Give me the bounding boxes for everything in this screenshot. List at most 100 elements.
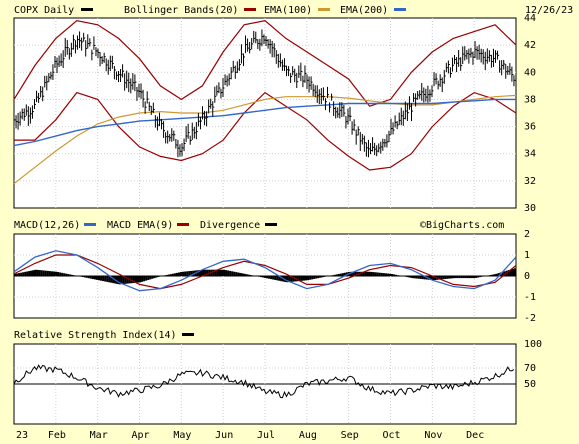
rsi-ytick-label: 50 [524, 379, 536, 390]
divergence-bar [503, 271, 506, 276]
divergence-bar [466, 276, 469, 279]
date-label: 12/26/23 [525, 5, 573, 16]
divergence-bar [122, 276, 125, 284]
bollinger-label: Bollinger Bands(20) [124, 5, 238, 16]
divergence-bar [26, 271, 29, 276]
divergence-bar [14, 273, 17, 276]
divergence-bar [79, 276, 82, 277]
divergence-bar [491, 274, 494, 276]
divergence-bar [186, 271, 189, 276]
divergence-bar [40, 270, 43, 276]
divergence-bar [136, 276, 140, 283]
divergence-bar [249, 275, 252, 276]
divergence-bar [372, 272, 375, 276]
divergence-bar [352, 271, 355, 276]
divergence-bar [141, 276, 144, 282]
divergence-bar [124, 276, 127, 284]
divergence-bar [61, 272, 64, 276]
divergence-bar [147, 276, 150, 280]
price-legend: COPX Daily Bollinger Bands(20) EMA(100) … [14, 5, 573, 16]
divergence-bar [319, 276, 322, 278]
divergence-bar [444, 276, 447, 279]
divergence-bar [448, 276, 451, 279]
x-tick-label: Feb [48, 430, 66, 441]
macd-y-axis: -2 -1 0 1 2 [524, 229, 536, 324]
divergence-bar [370, 271, 373, 276]
divergence-bar [278, 276, 281, 281]
divergence-bar [108, 276, 111, 283]
divergence-bar [497, 273, 500, 276]
divergence-bar [397, 275, 400, 276]
divergence-bar [36, 269, 39, 276]
divergence-bar [237, 272, 240, 276]
macd-ytick-label: 2 [524, 229, 530, 240]
x-tick-label: Apr [132, 430, 150, 441]
divergence-bar [477, 276, 480, 278]
divergence-bar [151, 276, 154, 279]
divergence-bar [165, 274, 168, 276]
divergence-bar [214, 269, 217, 276]
divergence-bar [177, 272, 181, 276]
divergence-bar [464, 276, 467, 279]
divergence-bar [454, 276, 457, 279]
divergence-bar [513, 268, 517, 276]
divergence-bar [116, 276, 119, 284]
divergence-bar [489, 275, 492, 276]
divergence-bar [57, 272, 60, 276]
divergence-bar [206, 269, 209, 276]
divergence-bar [280, 276, 283, 282]
divergence-bar [175, 272, 178, 276]
divergence-bar [231, 271, 234, 276]
divergence-bar [24, 271, 27, 276]
divergence-bar [155, 276, 158, 278]
divergence-bar [307, 276, 310, 281]
divergence-bar [261, 276, 265, 278]
divergence-bar [106, 276, 109, 282]
rsi-legend-swatch [182, 333, 194, 336]
divergence-bar [272, 276, 275, 280]
divergence-bar [200, 269, 203, 276]
divergence-bar [479, 276, 482, 278]
divergence-bar [65, 273, 68, 276]
divergence-bar [143, 276, 146, 282]
divergence-bar [309, 276, 312, 280]
divergence-bar [132, 276, 135, 283]
price-series [13, 20, 517, 185]
divergence-bar [130, 276, 133, 284]
divergence-bar [442, 276, 445, 280]
divergence-bar [354, 271, 357, 276]
macd-ytick-label: -1 [524, 292, 536, 303]
divergence-bar [227, 270, 230, 276]
divergence-bar [157, 276, 160, 277]
divergence-bar [173, 273, 176, 276]
divergence-bar [423, 276, 426, 280]
divergence-bar [331, 275, 334, 276]
divergence-bar [487, 275, 490, 276]
divergence-bar [89, 276, 92, 279]
divergence-bar [315, 276, 318, 279]
divergence-bar [225, 270, 228, 276]
price-ytick-label: 32 [524, 176, 536, 187]
divergence-bar [112, 276, 115, 284]
divergence-bar [434, 276, 437, 281]
divergence-bar [126, 276, 129, 284]
divergence-bar [458, 276, 461, 279]
x-tick-label: 23 [16, 430, 28, 441]
rsi-series [13, 364, 515, 399]
divergence-bar [323, 276, 326, 277]
divergence-bar [413, 276, 416, 279]
divergence-bar [378, 272, 381, 276]
x-tick-label: Aug [299, 430, 317, 441]
x-tick-label: Sep [341, 430, 359, 441]
rsi-ytick-label: 100 [524, 339, 542, 350]
ema200-line [13, 98, 516, 147]
divergence-bar [360, 271, 363, 276]
divergence-bar [32, 270, 35, 276]
ema200-legend-swatch [394, 8, 406, 11]
divergence-bar [69, 274, 72, 276]
divergence-bar [266, 276, 269, 279]
divergence-bar [63, 273, 66, 276]
macd-series [13, 250, 517, 292]
price-ytick-label: 30 [524, 203, 536, 214]
divergence-bar [296, 276, 299, 282]
